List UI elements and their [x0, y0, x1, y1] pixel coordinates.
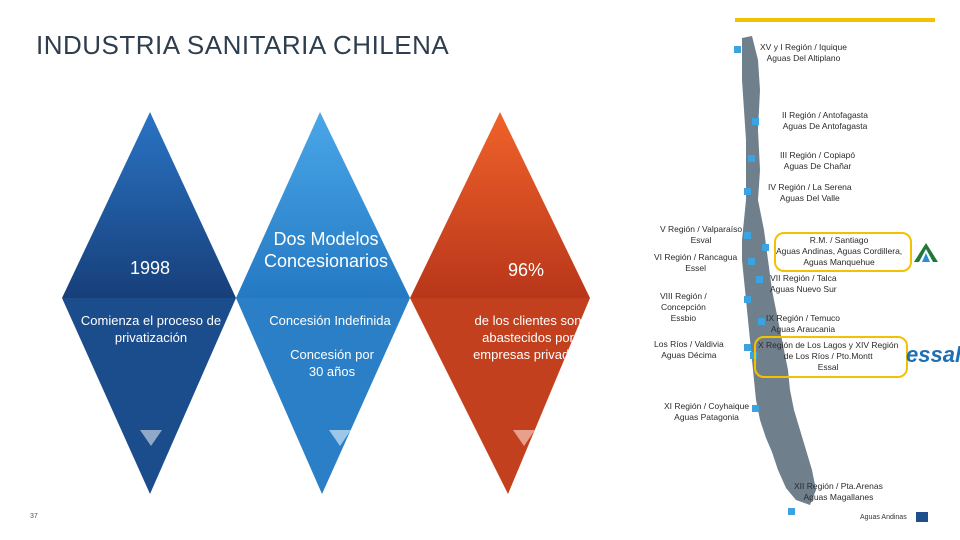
- top-accent-line: [735, 18, 935, 22]
- region-label-concepcion: VIII Región / Concepción Essbio: [660, 291, 707, 323]
- marker-copiapo: [748, 155, 755, 162]
- marker-laserena: [744, 188, 751, 195]
- region-label-santiago: R.M. / Santiago Aguas Andinas, Aguas Cord…: [776, 235, 903, 267]
- panel-2-arrow-icon: [329, 430, 351, 446]
- marker-concepcion: [744, 296, 751, 303]
- aguas-andinas-logo-icon: [914, 243, 938, 262]
- region-label-iquique: XV y I Región / Iquique Aguas Del Altipla…: [760, 42, 847, 63]
- marker-antofagasta: [752, 118, 759, 125]
- highlight-santiago: [774, 232, 912, 272]
- essal-logo: essal: [906, 342, 960, 367]
- region-label-valdivia: Los Ríos / Valdivia Aguas Décima: [654, 339, 724, 360]
- panel-1-arrow-icon: [140, 430, 162, 446]
- marker-valparaiso: [744, 232, 751, 239]
- region-label-rancagua: VI Región / Rancagua Essel: [654, 252, 738, 273]
- panel-1-bottom: [62, 298, 236, 494]
- marker-valdivia: [744, 344, 751, 351]
- panel-2-heading: Dos Modelos Concesionarios: [263, 229, 389, 271]
- panel-3-text: de los clientes son abastecidos por empr…: [473, 313, 583, 362]
- panel-1-heading: 1998: [129, 258, 171, 278]
- panel-3-arrow-icon: [513, 430, 535, 446]
- marker-iquique: [734, 46, 741, 53]
- footer-brand: Aguas Andinas: [860, 514, 907, 521]
- region-label-copiapo: III Región / Copiapó Aguas De Chañar: [780, 150, 856, 171]
- panel-2-text: Concesión Indefinida: [269, 313, 391, 328]
- panel-2-bottom: [236, 298, 410, 494]
- region-label-puntaarenas: XII Región / Pta.Arenas Aguas Magallanes: [794, 481, 883, 502]
- marker-coyhaique: [752, 405, 759, 412]
- panel-3-top: [410, 112, 590, 298]
- panel-3-heading: 96%: [507, 260, 545, 280]
- panel-1-text: Comienza el proceso de privatización: [80, 313, 222, 345]
- region-label-valparaiso: V Región / Valparaíso Esval: [660, 224, 743, 245]
- page-number: 37: [30, 513, 38, 520]
- highlight-puertomontt: [754, 336, 908, 378]
- marker-santiago: [762, 244, 769, 251]
- page-title: INDUSTRIA SANITARIA CHILENA: [36, 30, 450, 60]
- panel-1-top: [62, 112, 236, 298]
- region-label-puertomontt: X Región de Los Lagos y XIV Región de Los…: [758, 340, 899, 372]
- marker-rancagua: [748, 258, 755, 265]
- panel-2-text-2: Concesión por 30 años: [290, 347, 374, 379]
- marker-talca: [756, 276, 763, 283]
- region-label-temuco: IX Región / Temuco Aguas Araucania: [766, 313, 841, 334]
- marker-temuco: [758, 318, 765, 325]
- panel-2-top: [236, 112, 410, 298]
- marker-puntaarenas: [788, 508, 795, 515]
- region-label-laserena: IV Región / La Serena Aguas Del Valle: [768, 182, 852, 203]
- panel-3-bottom: [410, 298, 590, 494]
- region-label-antofagasta: II Región / Antofagasta Aguas De Antofaga…: [782, 110, 869, 131]
- chile-map: [742, 36, 816, 505]
- footer-logo-icon: [916, 512, 928, 522]
- region-label-coyhaique: XI Región / Coyhaique Aguas Patagonia: [664, 401, 750, 422]
- marker-puertomontt: [750, 352, 757, 359]
- region-label-talca: VII Región / Talca Aguas Nuevo Sur: [770, 273, 837, 294]
